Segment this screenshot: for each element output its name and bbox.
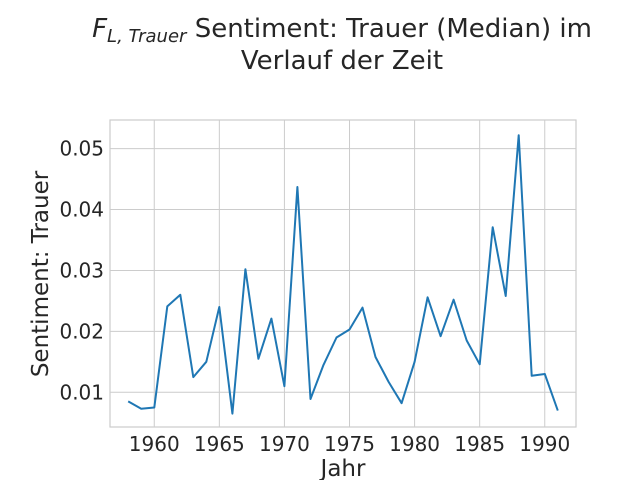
x-tick-label: 1970 (259, 432, 310, 456)
series-layer (127, 134, 559, 415)
x-tick-labels: 1960 1965 1970 1975 1980 1985 1990 (129, 432, 570, 456)
x-axis-label: Jahr (319, 456, 366, 480)
chart-title: FL, Trauer Sentiment: Trauer (Median) im… (92, 14, 592, 76)
x-tick-label: 1980 (389, 432, 440, 456)
series-line (127, 134, 559, 415)
y-tick-labels: 0.01 0.02 0.03 0.04 0.05 (59, 137, 104, 405)
title-math-symbol: F (92, 14, 108, 44)
grid-lines (110, 120, 576, 427)
y-tick-label: 0.01 (59, 380, 104, 404)
title-text: Sentiment: Trauer (Median) im (186, 14, 591, 44)
y-axis-label: Sentiment: Trauer (28, 170, 54, 377)
x-tick-label: 1990 (519, 432, 570, 456)
chart-title-line-2: Verlauf der Zeit (241, 46, 443, 76)
x-tick-label: 1975 (324, 432, 375, 456)
y-tick-label: 0.02 (59, 319, 104, 343)
y-tick-label: 0.04 (59, 198, 104, 222)
x-tick-label: 1985 (454, 432, 505, 456)
y-tick-label: 0.03 (59, 258, 104, 282)
x-tick-label: 1965 (194, 432, 245, 456)
chart-title-line-1: FL, Trauer Sentiment: Trauer (Median) im (92, 14, 592, 47)
y-tick-label: 0.05 (59, 137, 104, 161)
title-math-subscript: L, Trauer (107, 26, 188, 47)
plot-frame (109, 119, 577, 428)
x-tick-label: 1960 (129, 432, 180, 456)
